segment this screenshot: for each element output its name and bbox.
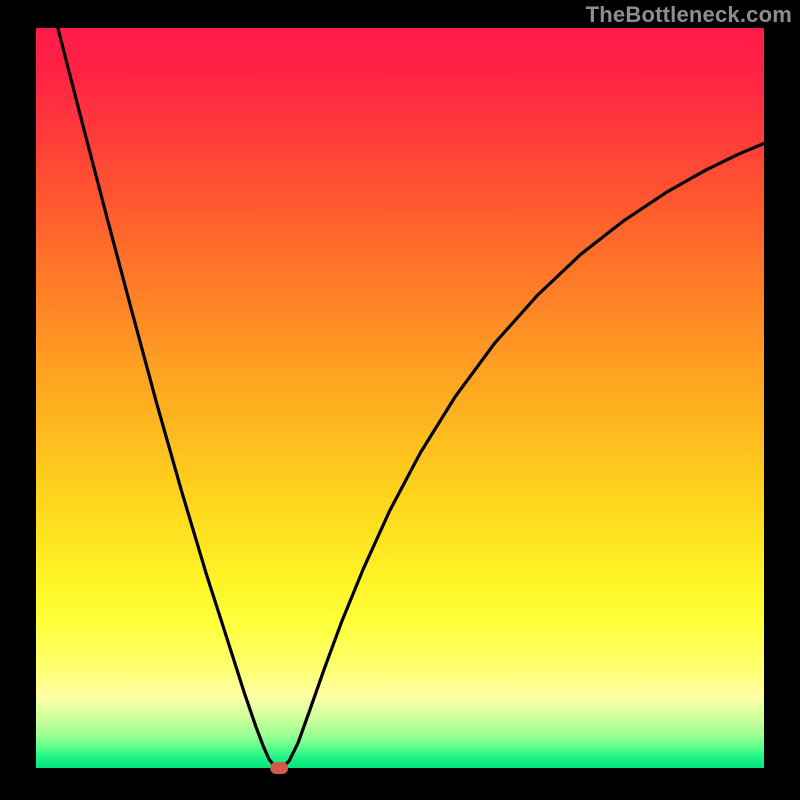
- plot-gradient-background: [36, 28, 764, 768]
- chart-stage: TheBottleneck.com: [0, 0, 800, 800]
- optimal-point-marker: [270, 762, 288, 774]
- bottleneck-chart-svg: [0, 0, 800, 800]
